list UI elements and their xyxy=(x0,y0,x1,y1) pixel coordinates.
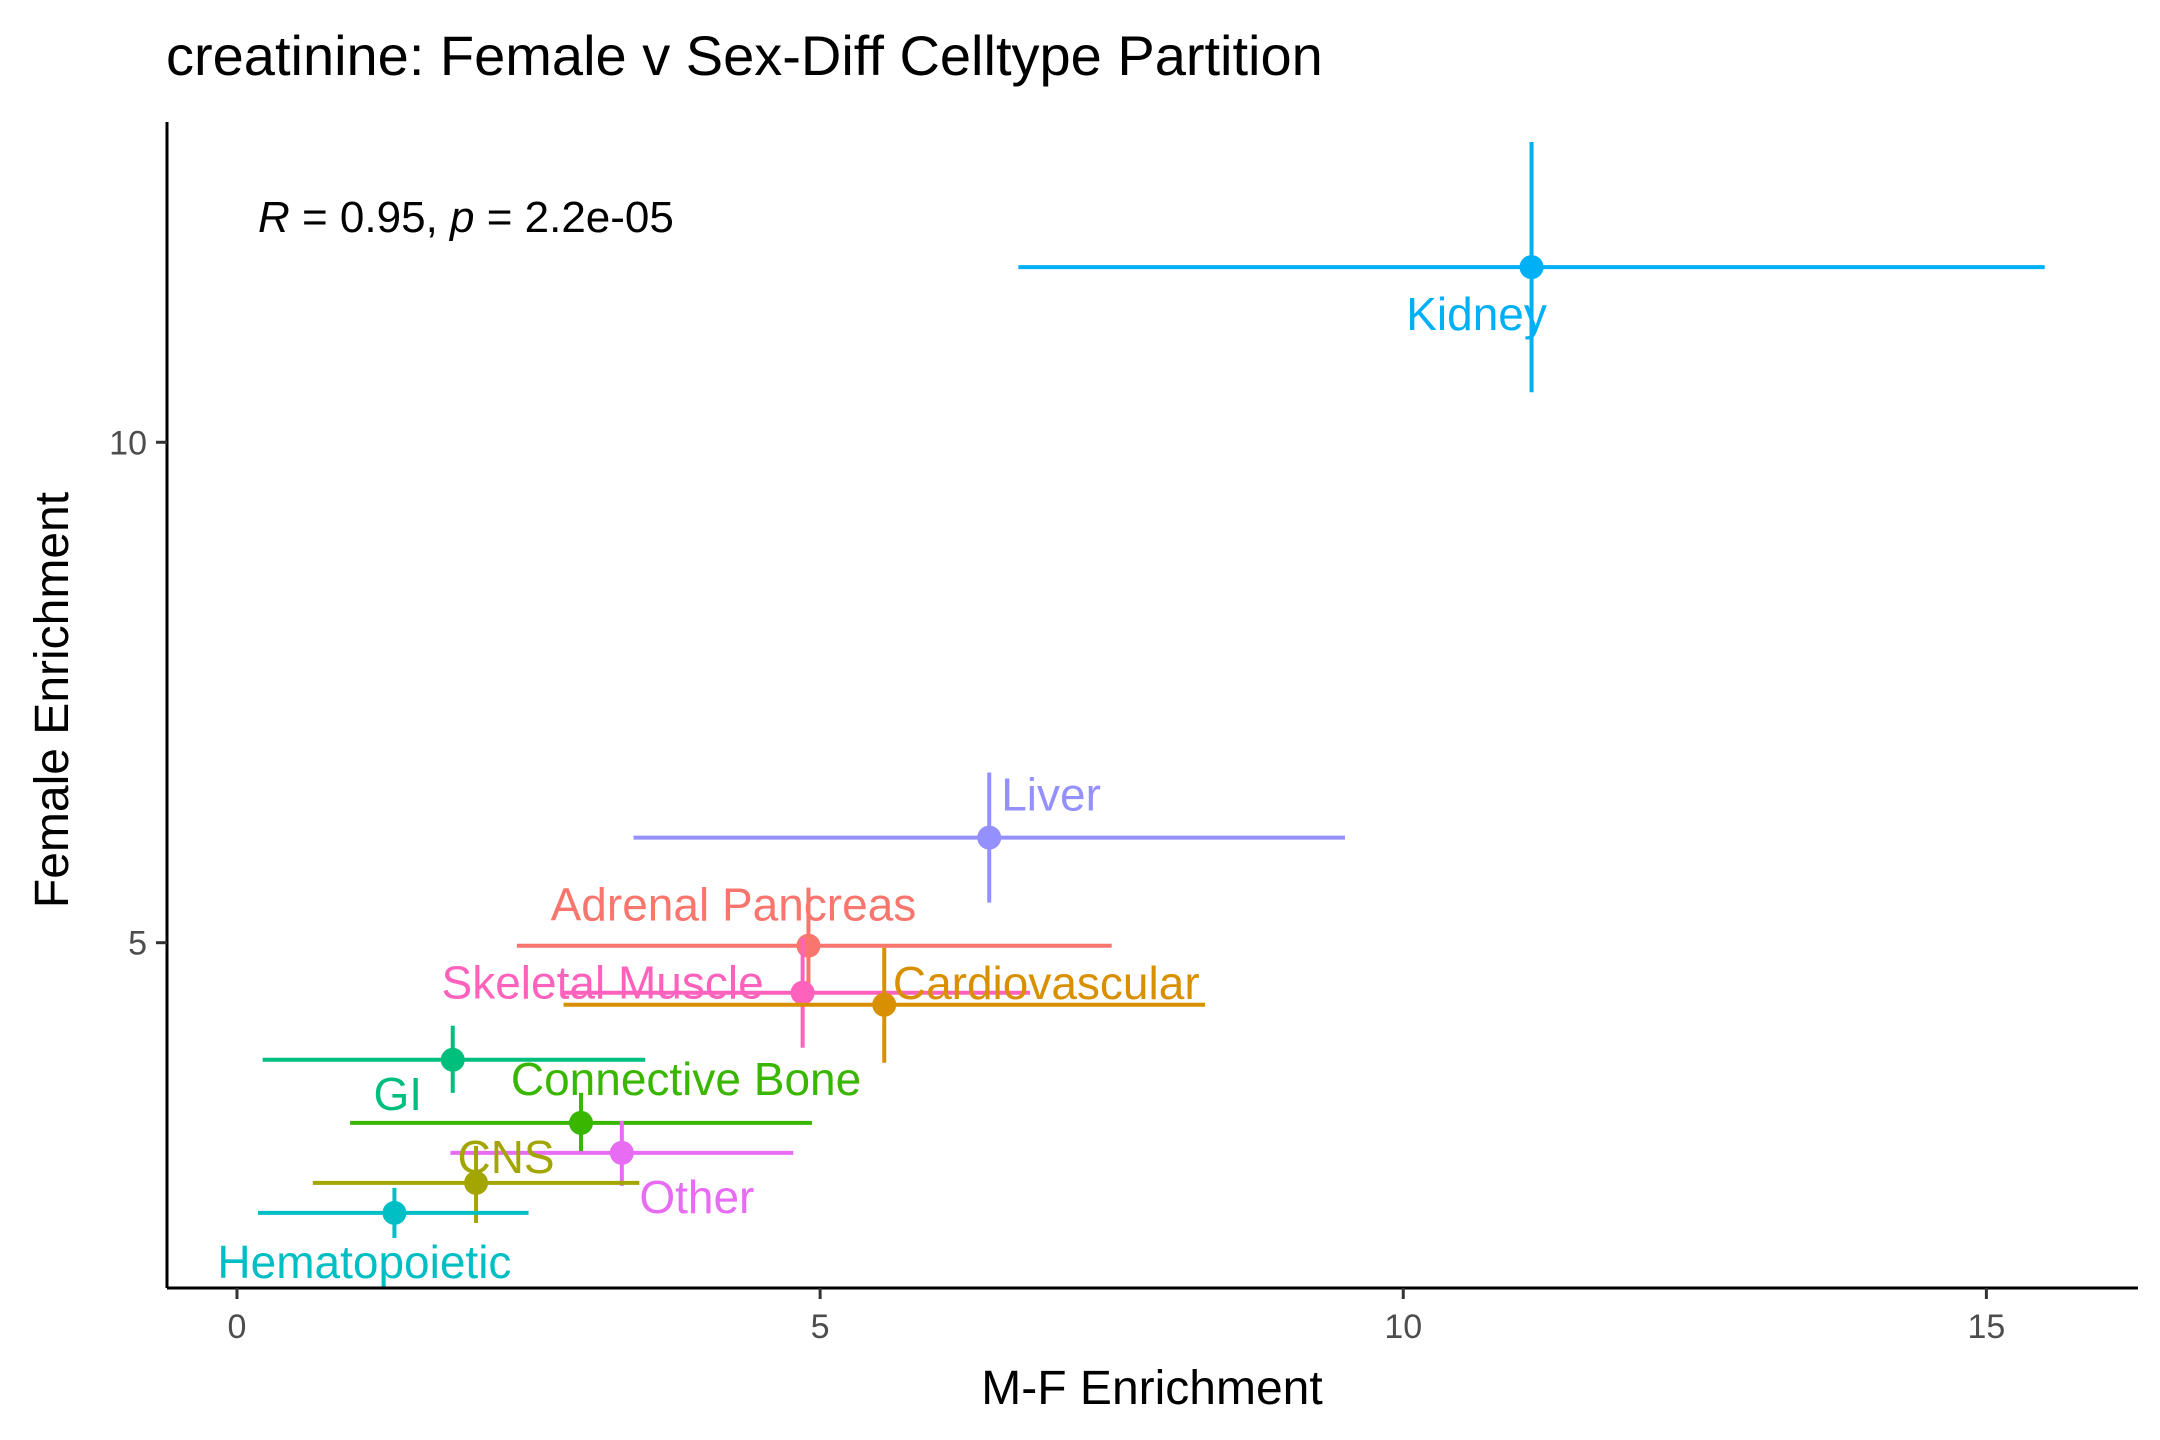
point-label: Other xyxy=(639,1171,754,1223)
point-label: Connective Bone xyxy=(511,1053,861,1105)
r-symbol: R xyxy=(258,193,290,242)
data-point xyxy=(1519,255,1544,280)
point-group: Connective Bone xyxy=(350,1053,861,1153)
x-tick-label: 0 xyxy=(228,1308,247,1346)
y-tick-label: 5 xyxy=(128,925,147,963)
p-value: = 2.2e-05 xyxy=(475,193,674,242)
data-point xyxy=(977,825,1002,850)
p-symbol: p xyxy=(448,193,474,242)
point-group: Other xyxy=(450,1120,794,1223)
point-label: Hematopoietic xyxy=(217,1236,511,1288)
point-label: Liver xyxy=(1001,769,1101,821)
data-point xyxy=(382,1200,407,1225)
x-axis-ticks: 0 5 10 15 xyxy=(228,1288,2005,1346)
data-point xyxy=(796,933,821,958)
x-tick-label: 10 xyxy=(1384,1308,1422,1346)
point-group: Cardiovascular xyxy=(563,947,1205,1063)
data-point xyxy=(440,1047,465,1072)
point-group: Skeletal Muscle xyxy=(442,937,1031,1048)
correlation-annotation: R = 0.95, p = 2.2e-05 xyxy=(258,193,674,242)
point-label: GI xyxy=(373,1068,422,1120)
y-tick-label: 10 xyxy=(109,424,147,462)
point-group: Hematopoietic xyxy=(217,1187,529,1288)
r-value: = 0.95, xyxy=(290,193,450,242)
point-label: Cardiovascular xyxy=(893,957,1200,1009)
data-point xyxy=(464,1170,489,1195)
y-axis-ticks: 5 10 xyxy=(109,424,167,963)
point-label: Skeletal Muscle xyxy=(442,957,764,1009)
point-group: CNS xyxy=(312,1131,640,1223)
data-point xyxy=(872,992,897,1017)
chart-title: creatinine: Female v Sex-Diff Celltype P… xyxy=(166,24,1323,87)
data-point xyxy=(609,1140,634,1165)
x-tick-label: 5 xyxy=(811,1308,830,1346)
x-tick-label: 15 xyxy=(1967,1308,2005,1346)
point-label: Kidney xyxy=(1406,288,1547,340)
data-point xyxy=(569,1110,594,1135)
point-label: Adrenal Pancreas xyxy=(551,879,917,931)
x-axis-title: M-F Enrichment xyxy=(981,1362,1322,1415)
point-label: CNS xyxy=(457,1131,554,1183)
data-marks: Kidney Liver Adrenal Pancreas Skeletal Musc… xyxy=(217,142,2045,1288)
point-group: Liver xyxy=(633,769,1345,903)
point-group: GI xyxy=(262,1025,646,1120)
y-axis-title: Female Enrichment xyxy=(26,492,79,908)
data-point xyxy=(790,980,815,1005)
point-group: Kidney xyxy=(1018,142,2045,393)
